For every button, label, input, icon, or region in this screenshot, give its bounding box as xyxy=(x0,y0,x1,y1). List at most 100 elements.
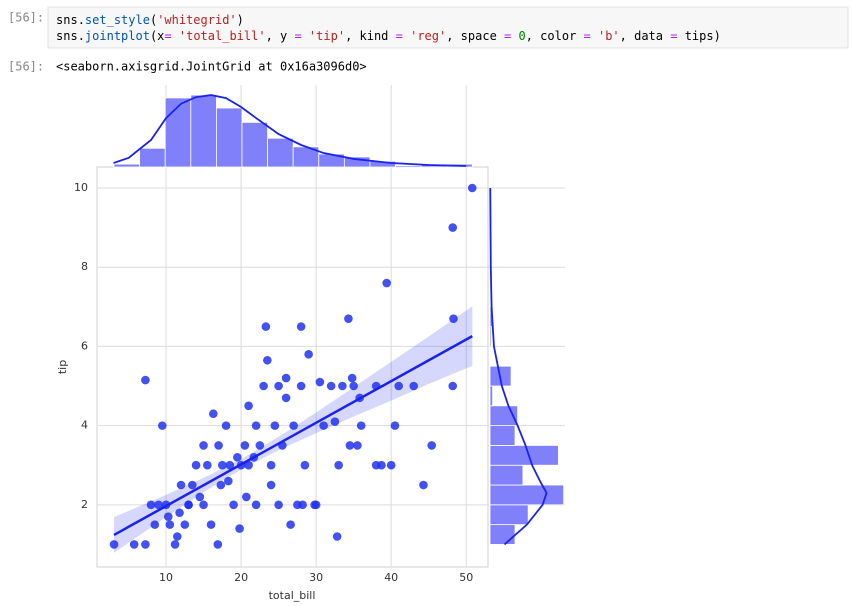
code-token: sns xyxy=(56,29,78,43)
code-token: 'whitegrid' xyxy=(157,13,236,27)
y-tick-label: 2 xyxy=(81,498,88,511)
histogram-bar xyxy=(267,137,294,168)
scatter-point xyxy=(334,460,343,470)
scatter-point xyxy=(311,500,321,510)
scatter-point xyxy=(206,520,216,529)
scatter-point xyxy=(419,480,428,490)
code-token: . xyxy=(78,13,85,27)
scatter-point xyxy=(225,460,235,470)
code-token: = xyxy=(584,29,591,43)
scatter-point xyxy=(224,476,233,486)
code-token: 'total_bill' xyxy=(172,29,266,43)
x-tick-label: 20 xyxy=(234,571,248,584)
scatter-point xyxy=(427,441,437,450)
code-cell-box[interactable] xyxy=(47,6,849,49)
output-text: <seaborn.axisgrid.JointGrid at 0x16a3096… xyxy=(56,60,367,74)
scatter-point xyxy=(266,460,276,470)
code-token: 'tip' xyxy=(302,29,345,43)
scatter-point xyxy=(261,322,271,331)
code-line: sns.jointplot(x= 'total_bill', y = 'tip'… xyxy=(56,29,721,43)
x-tick-label: 10 xyxy=(159,571,173,584)
scatter-point xyxy=(448,381,458,391)
scatter-point xyxy=(184,500,193,510)
scatter-point xyxy=(449,314,458,323)
code-token: 'reg' xyxy=(403,29,446,43)
scatter-point xyxy=(199,441,208,450)
scatter-point xyxy=(296,322,306,331)
output-prompt: [56]: xyxy=(8,60,44,74)
kde-curve xyxy=(113,94,467,167)
scatter-point xyxy=(300,460,310,470)
kde-curve xyxy=(489,187,548,546)
scatter-point xyxy=(180,520,190,529)
scatter-point xyxy=(195,492,205,502)
code-token: = xyxy=(670,29,677,43)
code-token: set_style xyxy=(85,13,150,27)
code-token: , y xyxy=(266,29,295,43)
scatter-point xyxy=(390,421,400,430)
scatter-point xyxy=(338,381,347,391)
scatter-point xyxy=(281,373,291,383)
scatter-point xyxy=(173,532,182,541)
scatter-point xyxy=(214,441,223,450)
code-token: , color xyxy=(526,29,584,43)
y-tick-label: 8 xyxy=(81,260,88,273)
scatter-point xyxy=(293,500,302,510)
scatter-point xyxy=(157,421,167,430)
scatter-point xyxy=(188,480,197,490)
code-token: = xyxy=(164,29,171,43)
histogram-bar xyxy=(489,425,516,446)
code-token: sns xyxy=(56,13,78,27)
scatter-point xyxy=(448,223,458,232)
scatter-point xyxy=(382,278,391,288)
scatter-point xyxy=(165,520,175,529)
scatter-point xyxy=(347,373,357,383)
y-axis-label: tip xyxy=(56,360,69,374)
code-token: jointplot xyxy=(85,29,150,43)
scatter-point xyxy=(203,460,212,470)
code-token: tips) xyxy=(677,29,720,43)
x-tick-label: 40 xyxy=(384,571,398,584)
code-token: 0 xyxy=(511,29,525,43)
histogram-bar xyxy=(241,122,268,168)
scatter-point xyxy=(281,393,291,403)
scatter-point xyxy=(240,441,250,450)
scatter-point xyxy=(175,508,184,518)
scatter-point xyxy=(216,480,226,490)
histogram-bar xyxy=(489,445,559,466)
histogram-bar xyxy=(489,385,494,407)
code-token: , space xyxy=(446,29,504,43)
scatter-point xyxy=(141,540,150,549)
histogram-bar xyxy=(489,484,565,506)
scatter-point xyxy=(109,540,119,549)
scatter-point xyxy=(296,381,306,391)
histogram-bar xyxy=(113,163,141,168)
scatter-point xyxy=(259,381,268,391)
scatter-point xyxy=(213,540,223,549)
scatter-point xyxy=(170,540,180,549)
scatter-point xyxy=(353,441,362,450)
scatter-point xyxy=(221,421,231,430)
scatter-point xyxy=(244,401,253,411)
scatter-point xyxy=(191,460,201,470)
histogram-bar xyxy=(489,504,529,526)
scatter-point xyxy=(386,460,396,470)
input-prompt: [56]: xyxy=(8,11,44,25)
scatter-point xyxy=(146,500,156,510)
histogram-bar xyxy=(139,147,166,168)
scatter-point xyxy=(233,452,242,462)
scatter-point xyxy=(235,524,244,533)
x-axis-label: total_bill xyxy=(269,589,316,602)
scatter-point xyxy=(286,520,295,529)
code-token: = xyxy=(504,29,511,43)
plot-area xyxy=(96,166,489,568)
code-token: (x xyxy=(150,29,164,43)
scatter-point xyxy=(356,421,366,430)
histogram-bar xyxy=(489,524,516,545)
scatter-point xyxy=(176,480,186,490)
histogram-bar xyxy=(190,94,217,168)
scatter-point xyxy=(209,409,218,419)
histogram-bar xyxy=(216,107,243,168)
scatter-point xyxy=(349,381,358,391)
